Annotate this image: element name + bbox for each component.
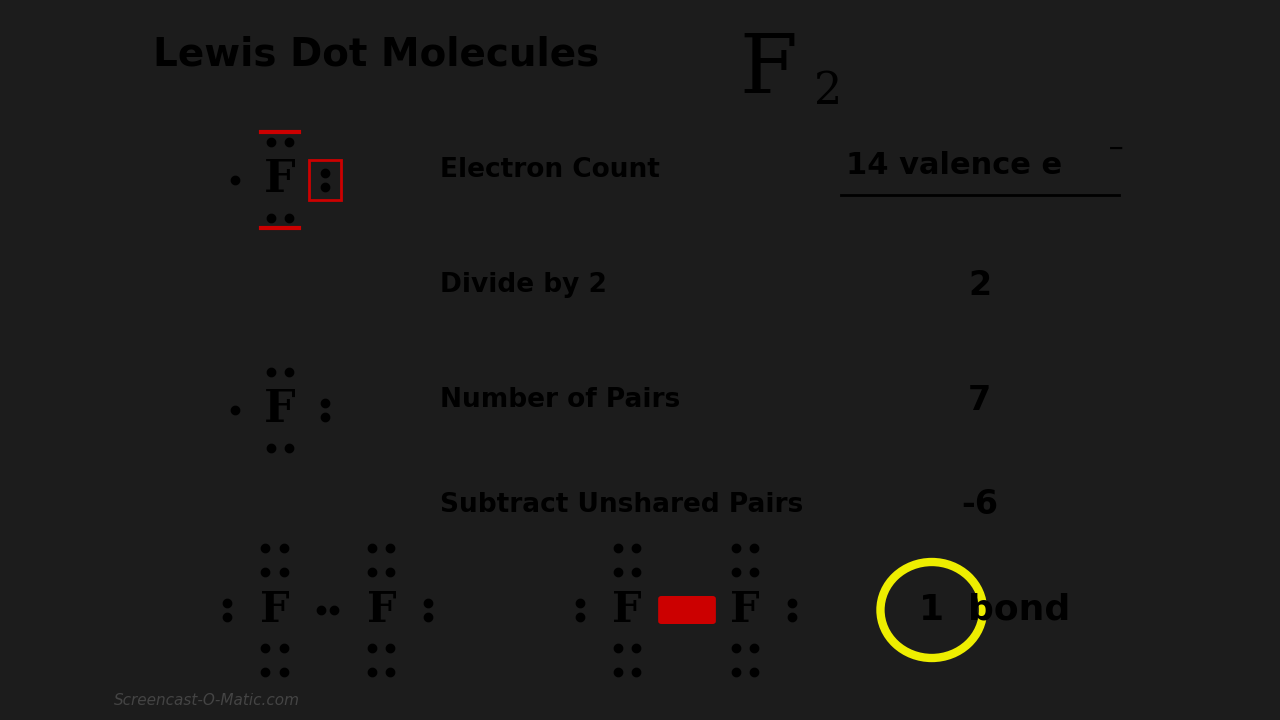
Text: 1: 1 [919, 593, 945, 627]
Text: 2: 2 [968, 269, 992, 302]
Text: F: F [264, 389, 296, 431]
Text: F: F [260, 589, 289, 631]
Text: F: F [264, 158, 296, 202]
FancyBboxPatch shape [658, 596, 716, 624]
Text: 14 valence e: 14 valence e [846, 150, 1062, 179]
Text: F: F [612, 589, 641, 631]
Text: Screencast-O-Matic.com: Screencast-O-Matic.com [114, 693, 300, 708]
Text: F: F [740, 30, 797, 110]
Text: F: F [730, 589, 759, 631]
Text: Lewis Dot Molecules: Lewis Dot Molecules [152, 35, 599, 73]
Text: -6: -6 [961, 488, 998, 521]
Text: Divide by 2: Divide by 2 [440, 272, 607, 298]
Text: 7: 7 [968, 384, 992, 416]
Text: F: F [366, 589, 396, 631]
Text: Electron Count: Electron Count [440, 157, 660, 183]
Text: bond: bond [968, 593, 1070, 627]
Text: −: − [1108, 138, 1125, 158]
Text: Subtract Unshared Pairs: Subtract Unshared Pairs [440, 492, 804, 518]
Text: Number of Pairs: Number of Pairs [440, 387, 681, 413]
Text: 2: 2 [814, 70, 842, 113]
